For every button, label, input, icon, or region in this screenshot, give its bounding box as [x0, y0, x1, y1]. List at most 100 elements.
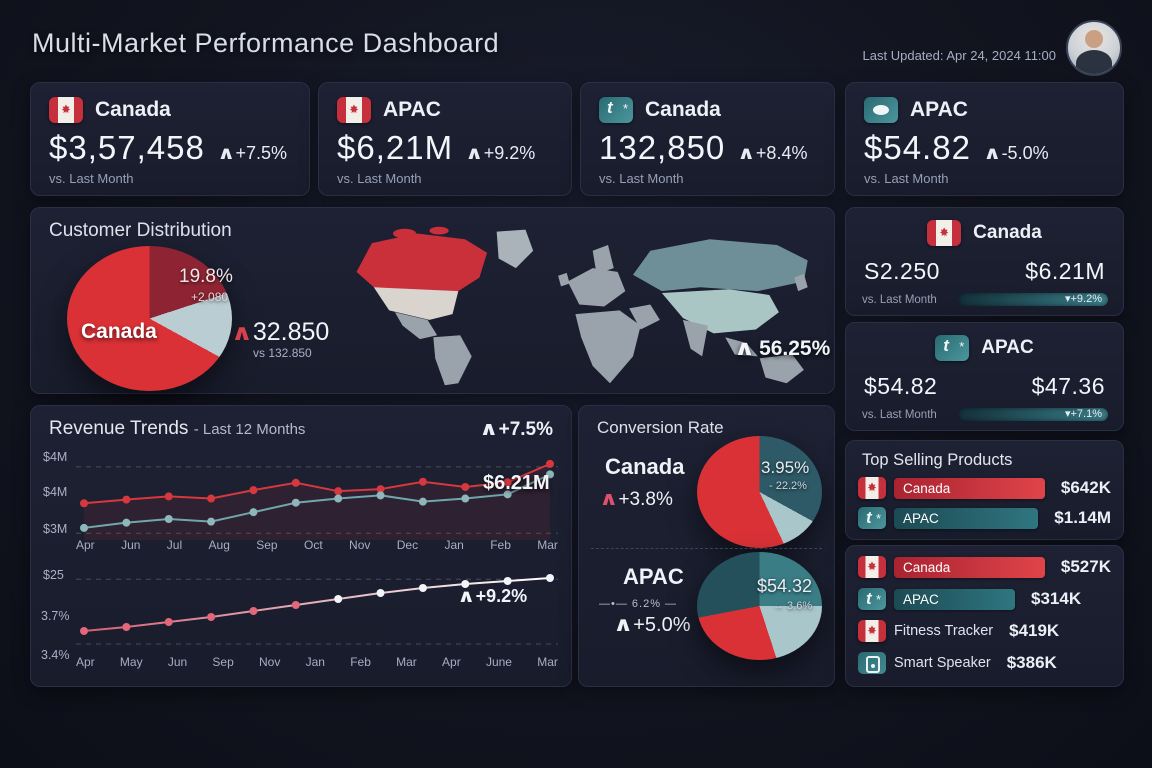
trend-note: —•— 6.2% —: [599, 598, 678, 610]
customer-distribution-panel: Customer Distribution 19.8% +2.080 Canad…: [30, 207, 835, 394]
page-title: Multi-Market Performance Dashboard: [32, 28, 500, 58]
kpi-delta-value: -5.0%: [1001, 143, 1049, 163]
product-name: Smart Speaker: [894, 655, 991, 671]
kpi-delta-value: +7.5%: [235, 143, 287, 163]
fish-badge-icon: [864, 97, 898, 123]
product-row[interactable]: Smart Speaker $386K: [858, 652, 1111, 674]
note: vs. Last Month: [862, 409, 937, 421]
product-row[interactable]: APAC $1.14M: [858, 507, 1111, 529]
customers-annotation: ∧ 32.850: [230, 318, 330, 347]
kpi-note: vs. Last Month: [864, 171, 949, 186]
customers-annotation-sub: vs 132.850: [253, 346, 312, 360]
revenue-line-chart[interactable]: [76, 456, 558, 540]
up-caret-icon: ∧: [216, 143, 236, 163]
conversion-delta-value: +5.0%: [633, 614, 691, 636]
kpi-market-label: APAC: [383, 98, 441, 121]
x-axis-label: Mar: [537, 538, 558, 552]
kpi-note: vs. Last Month: [337, 171, 422, 186]
panel-title: Top Selling Products: [862, 451, 1013, 469]
card-header: APAC: [846, 335, 1123, 361]
y-tick: $4M: [43, 450, 68, 464]
kpi-delta: ∧ +9.2%: [465, 143, 535, 164]
up-caret-icon: ∧: [733, 337, 756, 360]
y-tick: $3M: [43, 522, 68, 536]
user-avatar[interactable]: [1066, 20, 1122, 76]
conversion-delta-value: +3.8%: [618, 489, 673, 510]
top-selling-products-panel: Top Selling Products Canada $642K APAC $…: [845, 440, 1124, 540]
value-right: $47.36: [1031, 373, 1105, 399]
product-row[interactable]: Canada $527K: [858, 556, 1111, 578]
conversion-canada-pie[interactable]: [697, 436, 822, 548]
y-tick: 3.7%: [41, 609, 70, 623]
x-axis-label: Apr: [76, 655, 95, 669]
x-axis-label: Nov: [259, 655, 281, 669]
product-value: $419K: [1009, 621, 1060, 640]
x-axis-label: Jul: [166, 538, 183, 552]
kpi-delta: ∧ +7.5%: [216, 143, 287, 164]
map-canada-region: [356, 233, 488, 297]
divider: [591, 548, 822, 549]
progress-bar[interactable]: ▾+7.1%: [958, 408, 1108, 421]
map-russia-region: [633, 239, 808, 292]
canada-flag-icon: [858, 620, 886, 642]
product-value: $386K: [1006, 653, 1057, 672]
y-tick: $4M: [43, 485, 68, 499]
y-tick: $25: [43, 568, 64, 582]
product-value: $1.14M: [1054, 508, 1111, 527]
product-bar: Canada: [894, 477, 1045, 499]
x-axis-label: Feb: [490, 538, 511, 552]
customers-annotation-value: 32.850: [252, 318, 330, 346]
up-caret-icon: ∧: [465, 143, 484, 163]
conversion-line-chart[interactable]: [76, 568, 558, 648]
value-left: $54.82: [864, 373, 938, 399]
product-value: $642K: [1060, 478, 1111, 497]
x-axis-label: Jan: [305, 655, 325, 669]
up-caret-icon: ∧: [230, 320, 254, 345]
conversion-trend-delta: ∧ +9.2%: [457, 586, 528, 607]
x-axis-label: Feb: [350, 655, 371, 669]
kpi-header: APAC: [864, 97, 968, 123]
kpi-note: vs. Last Month: [599, 171, 684, 186]
product-row[interactable]: Canada $642K: [858, 477, 1111, 499]
kpi-value: $6,21M: [337, 129, 454, 166]
conversion-apac-pie[interactable]: [697, 552, 822, 660]
product-row[interactable]: APAC $314K: [858, 588, 1111, 610]
sidebar-canada-card: Canada S2.250 $6.21M vs. Last Month ▾+9.…: [845, 207, 1124, 316]
customer-distribution-pie[interactable]: [67, 246, 232, 391]
canada-flag-icon: [49, 97, 83, 123]
apac-badge-icon: [858, 588, 886, 610]
x-axis-label: Aug: [208, 538, 230, 552]
map-annotation: ∧ 56.25%: [733, 336, 830, 361]
x-axis-label: Dec: [396, 538, 419, 552]
note: vs. Last Month: [862, 294, 937, 306]
x-axis-label: Sep: [212, 655, 234, 669]
world-map[interactable]: [339, 222, 831, 390]
x-axis-labels: Apr May Jun Sep Nov Jan Feb Mar Apr June Mar: [76, 655, 558, 669]
canada-flag-icon: [858, 477, 886, 499]
up-caret-icon: ∧: [612, 614, 634, 636]
kpi-delta-value: +8.4%: [755, 143, 808, 163]
x-axis-labels: Apr Jun Jul Aug Sep Oct Nov Dec Jan Feb Mar: [76, 538, 558, 552]
x-axis-label: Mar: [537, 655, 558, 669]
product-name: Fitness Tracker: [894, 623, 994, 639]
product-row[interactable]: Fitness Tracker $419K: [858, 620, 1111, 642]
card-header: Canada: [846, 220, 1123, 246]
up-caret-icon: ∧: [983, 143, 1002, 163]
conversion-market-label: APAC: [623, 564, 684, 589]
panel-title: Revenue Trends - Last 12 Months: [49, 418, 305, 440]
product-bar: APAC: [894, 588, 1015, 610]
kpi-value: $54.82: [864, 129, 971, 166]
x-axis-label: May: [119, 655, 143, 669]
bar-delta: ▾+9.2%: [1064, 293, 1102, 305]
last-updated-text: Last Updated: Apr 24, 2024 11:00: [862, 48, 1056, 63]
pie-slice-label: 3.95%: [761, 458, 810, 477]
product-bar: Canada: [894, 556, 1045, 578]
up-caret-icon: ∧: [599, 489, 619, 510]
product-bar: APAC: [894, 507, 1039, 529]
x-axis-label: Oct: [303, 538, 323, 552]
conversion-rate-panel: Conversion Rate Canada ∧ +3.8% 3.95% - 2…: [578, 405, 835, 687]
progress-bar[interactable]: ▾+9.2%: [958, 293, 1108, 306]
value-left: S2.250: [864, 258, 940, 284]
conversion-trend-delta-value: +9.2%: [475, 586, 528, 606]
